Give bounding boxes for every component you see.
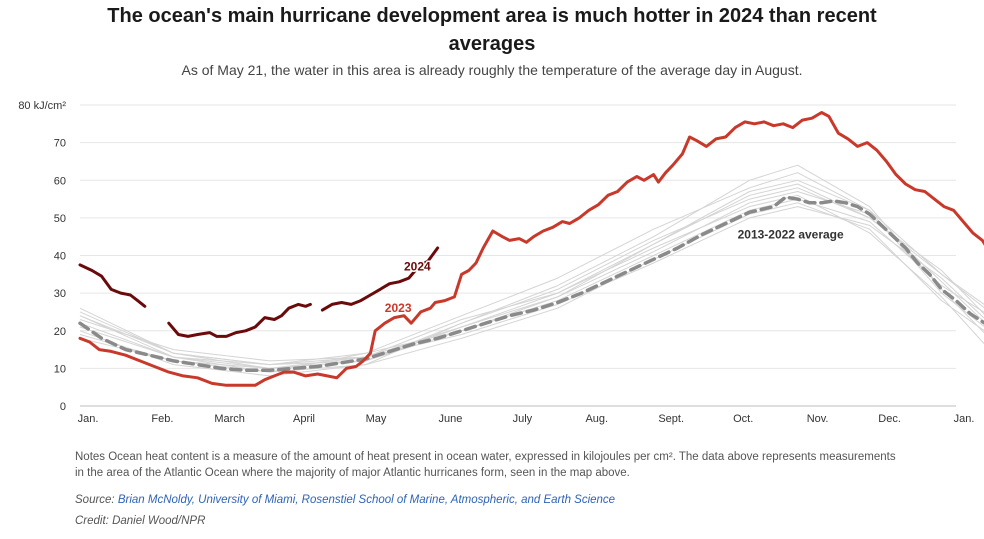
chart-subtitle: As of May 21, the water in this area is … bbox=[181, 62, 803, 78]
x-tick-label: May bbox=[366, 413, 387, 425]
series-line-background-year bbox=[79, 198, 984, 369]
x-tick-label: March bbox=[214, 413, 245, 425]
chart-credit: Credit: Daniel Wood/NPR bbox=[75, 515, 206, 527]
y-tick-label: 50 bbox=[54, 213, 66, 225]
series-line-2024 bbox=[78, 263, 147, 308]
series-label-2013-2022-average: 2013-2022 average bbox=[738, 228, 844, 242]
series-line-background-year bbox=[79, 206, 984, 362]
source-link[interactable]: Brian McNoldy, University of Miami, Rose… bbox=[117, 494, 616, 506]
x-tick-label: June bbox=[438, 413, 462, 425]
series-line-background-year bbox=[79, 187, 984, 377]
series-line-2023 bbox=[78, 111, 984, 387]
x-tick-label: Aug. bbox=[585, 413, 608, 425]
series-line-2024 bbox=[320, 246, 440, 312]
y-tick-label: 60 bbox=[54, 175, 66, 187]
x-tick-label: Feb. bbox=[151, 413, 173, 425]
chart-source: Source: Brian McNoldy, University of Mia… bbox=[75, 494, 615, 506]
y-tick-label: 0 bbox=[60, 401, 66, 413]
x-tick-label: Jan. bbox=[78, 413, 99, 425]
series-line-background-year bbox=[79, 202, 984, 373]
chart-title: The ocean's main hurricane development a… bbox=[0, 2, 984, 58]
y-tick-label: 20 bbox=[54, 326, 66, 338]
x-tick-label: Dec. bbox=[878, 413, 901, 425]
chart-title-text: The ocean's main hurricane development a… bbox=[107, 5, 877, 55]
series-label-2023: 2023 bbox=[385, 301, 412, 315]
x-tick-label: Nov. bbox=[807, 413, 829, 425]
series-line-background-year bbox=[79, 172, 984, 373]
y-tick-label: 10 bbox=[54, 363, 66, 375]
series-line-2024 bbox=[167, 302, 312, 338]
series-line-background-year bbox=[79, 183, 984, 366]
source-prefix: Source: bbox=[75, 494, 118, 506]
series-label-2024: 2024 bbox=[404, 260, 431, 274]
x-tick-label: Oct. bbox=[733, 413, 753, 425]
y-tick-label: 70 bbox=[54, 138, 66, 150]
y-tick-label: 40 bbox=[54, 251, 66, 263]
x-tick-label: Jan. bbox=[954, 413, 975, 425]
x-tick-label: April bbox=[293, 413, 315, 425]
chart-notes: Notes Ocean heat content is a measure of… bbox=[75, 451, 896, 479]
series-line-2013-2022-average bbox=[78, 195, 984, 373]
series-line-background-year bbox=[79, 164, 984, 369]
y-tick-label: 30 bbox=[54, 288, 66, 300]
x-tick-label: Sept. bbox=[658, 413, 684, 425]
x-tick-label: July bbox=[513, 413, 533, 425]
y-tick-label: 80 kJ/cm² bbox=[18, 100, 66, 112]
